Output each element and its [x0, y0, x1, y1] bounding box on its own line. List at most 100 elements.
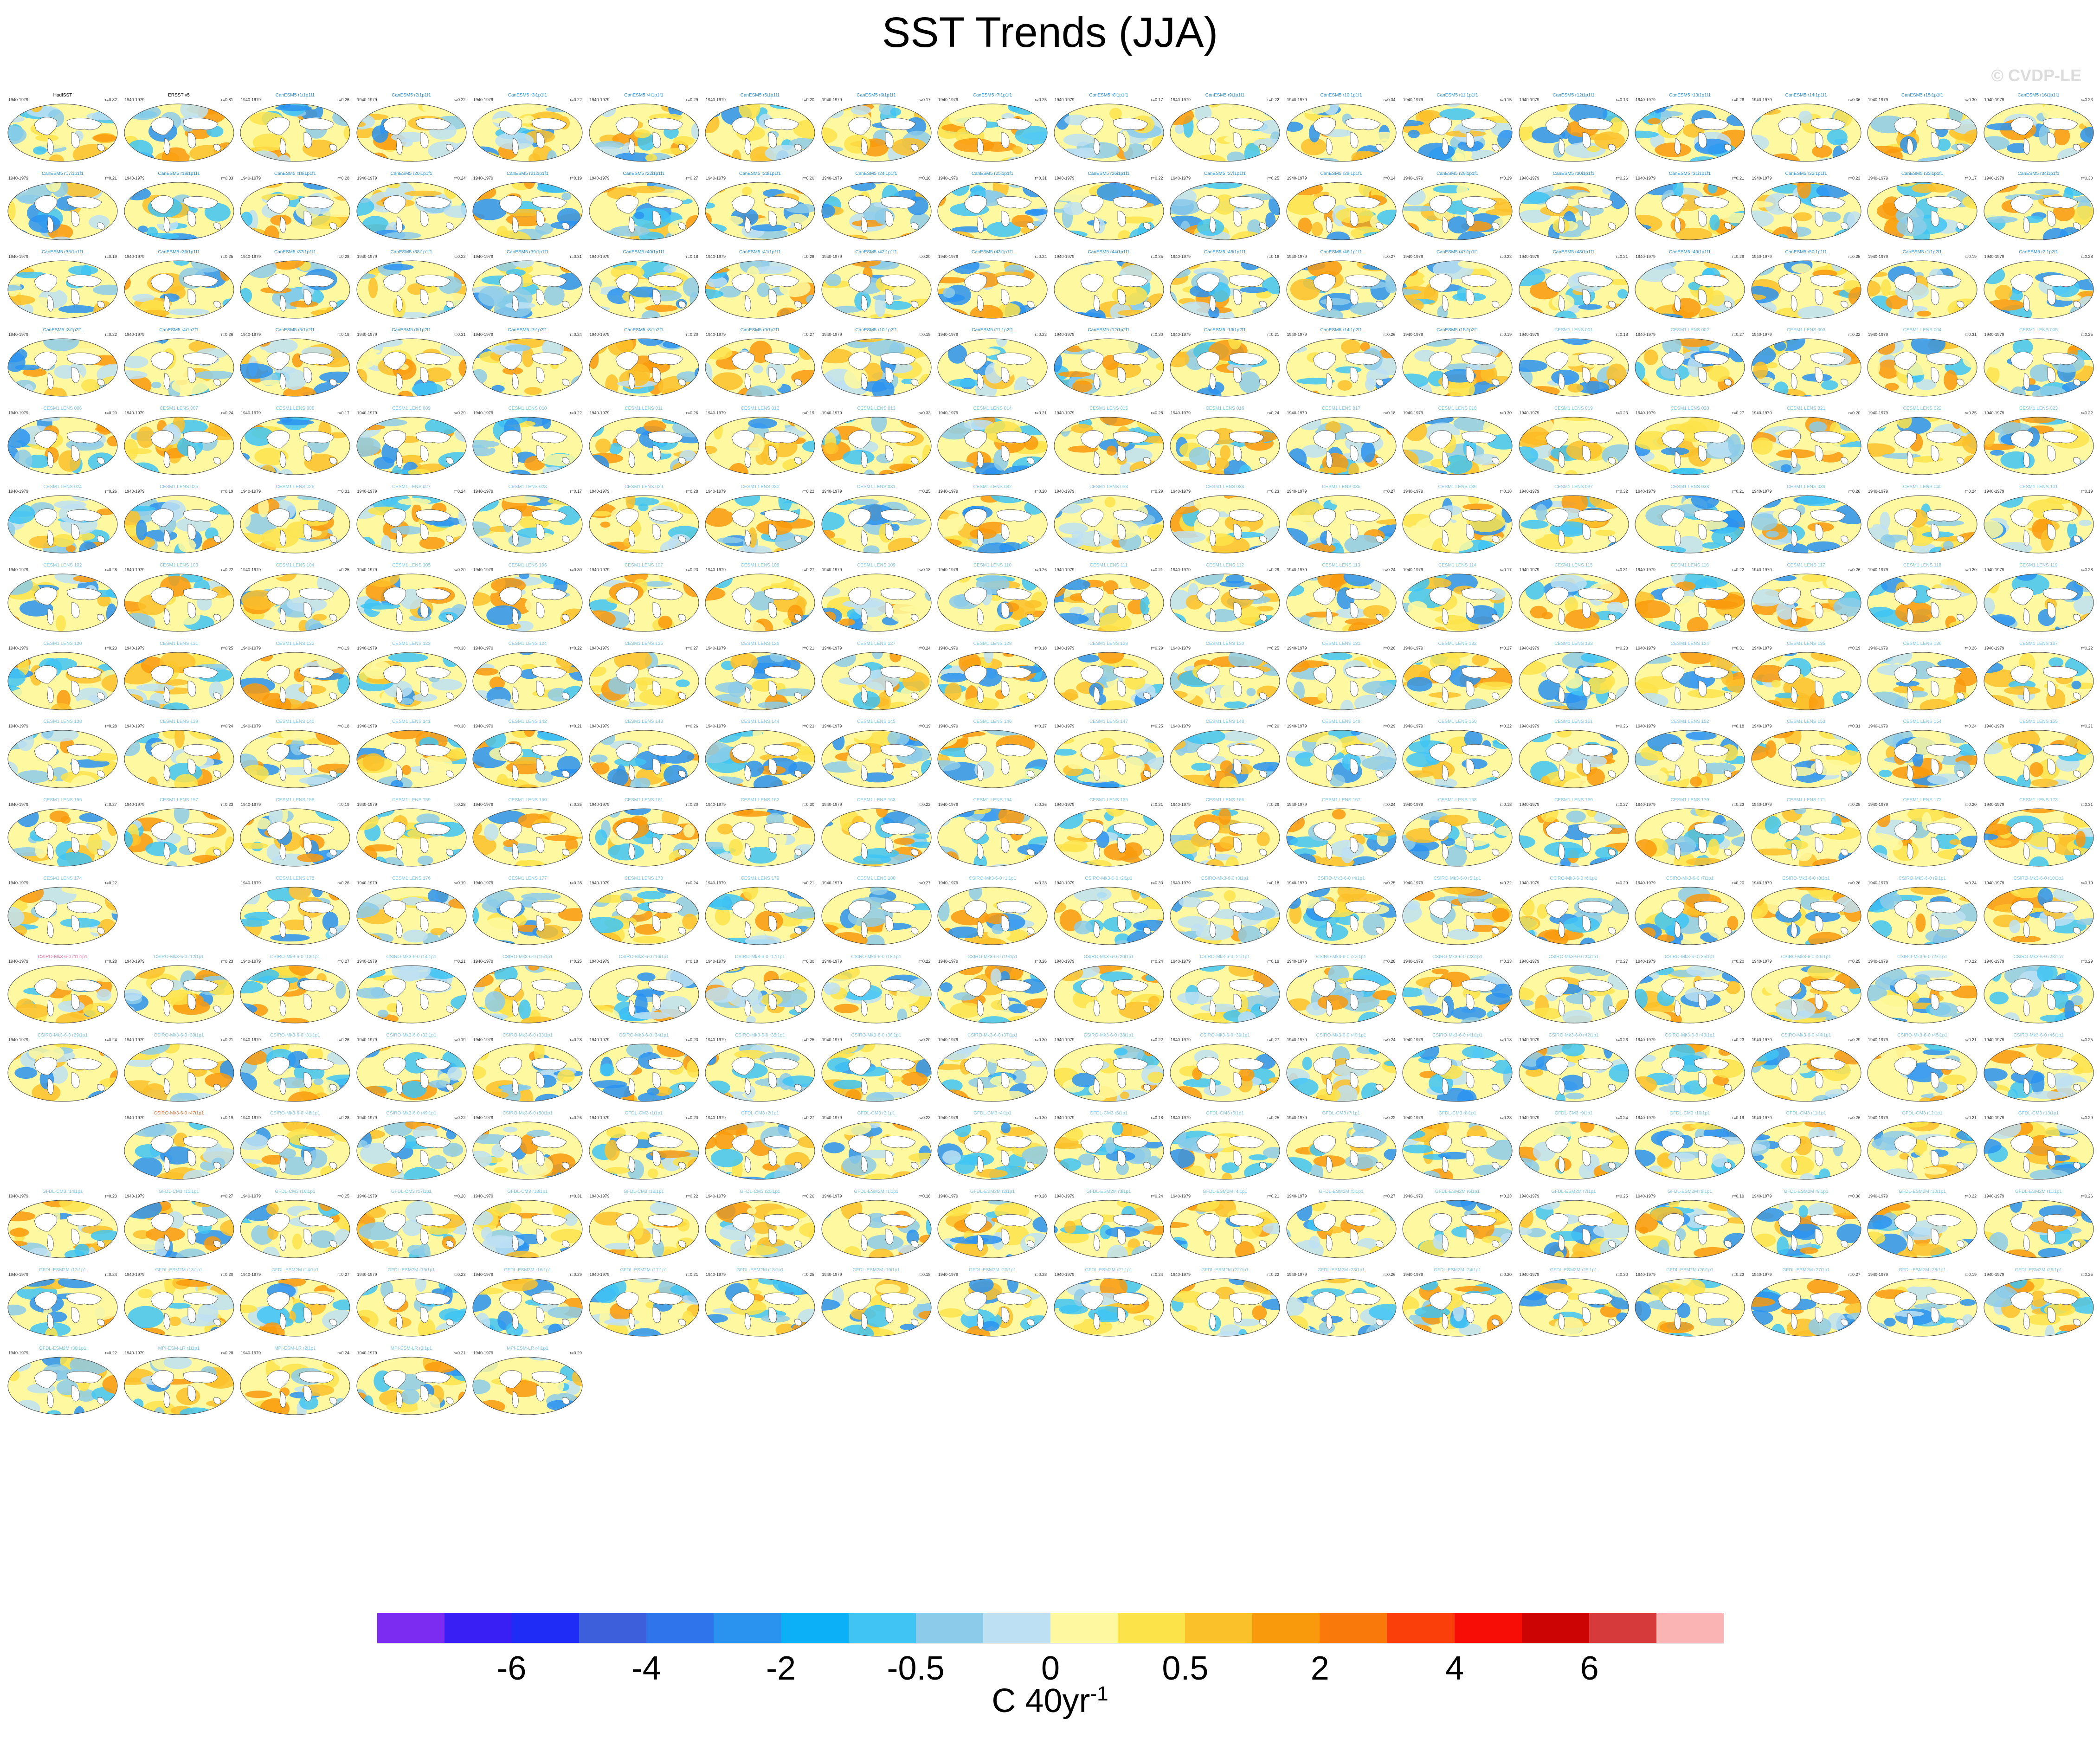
sst-anomaly-patch — [1362, 264, 1390, 270]
map-panel: CESM1 LENS 122 1940-1979 r=0.19 — [239, 641, 351, 715]
sst-anomaly-patch — [691, 123, 699, 139]
panel-correlation: r=0.21 — [105, 175, 117, 180]
sst-anomaly-patch — [1876, 339, 1895, 355]
map-panel: CanESM5 r42i1p1f1 1940-1979 r=0.20 — [820, 250, 933, 324]
sst-anomaly-patch — [51, 236, 72, 240]
continent-outline — [861, 138, 868, 155]
panel-correlation: r=0.20 — [686, 332, 698, 337]
panel-correlation: r=0.18 — [337, 724, 349, 729]
sst-anomaly-patch — [362, 500, 374, 507]
panel-years: 1940-1979 — [1984, 175, 2004, 180]
panel-years: 1940-1979 — [1636, 332, 1656, 337]
map-panel: CanESM5 r33i1p1f1 1940-1979 r=0.17 — [1866, 171, 1978, 245]
sst-anomaly-patch — [1609, 309, 1629, 318]
map-panel: CanESM5 r12i1p1f1 1940-1979 r=0.13 — [1518, 93, 1630, 167]
sst-anomaly-patch — [1520, 104, 1535, 114]
world-map — [1984, 417, 2094, 475]
panel-title: CanESM5 r18i1p1f1 — [158, 171, 200, 176]
panel-correlation: r=0.21 — [1732, 489, 1744, 494]
map-panel: CanESM5 r1i1p1f1 1940-1979 r=0.26 — [239, 93, 351, 167]
panel-correlation: r=0.24 — [453, 175, 466, 180]
panel-correlation: r=0.22 — [2081, 645, 2093, 650]
sst-anomaly-patch — [1811, 145, 1832, 158]
world-map — [937, 338, 1048, 397]
sst-anomaly-patch — [1054, 260, 1069, 264]
panel-years: 1940-1979 — [1636, 567, 1656, 572]
continent-outline — [648, 196, 683, 208]
panel-years: 1940-1979 — [706, 645, 726, 650]
map-panel: CanESM5 r17i1p1f1 1940-1979 r=0.21 — [6, 171, 119, 245]
sst-anomaly-patch — [2048, 657, 2063, 667]
sst-anomaly-patch — [836, 218, 849, 232]
sst-anomaly-patch — [942, 287, 955, 298]
panel-correlation: r=0.22 — [453, 97, 466, 102]
world-map — [1170, 417, 1280, 475]
sst-anomaly-patch — [662, 417, 686, 425]
sst-anomaly-patch — [1057, 152, 1071, 161]
continent-outline — [848, 117, 871, 135]
panel-correlation: r=0.19 — [1848, 645, 1861, 650]
panel-years: 1940-1979 — [1868, 411, 1888, 416]
map-panel: CanESM5 r40i1p1f1 1940-1979 r=0.18 — [588, 250, 700, 324]
sst-anomaly-patch — [1382, 701, 1396, 710]
panel-correlation: r=0.26 — [1616, 175, 1628, 180]
world-map — [240, 182, 350, 240]
panel-correlation: r=0.23 — [1500, 254, 1512, 259]
world-map — [7, 730, 118, 788]
sst-anomaly-patch — [168, 308, 209, 316]
sst-anomaly-patch — [1301, 138, 1327, 155]
map-border — [1402, 103, 1513, 162]
map-panel: CanESM5 r45i1p1f1 1940-1979 r=0.16 — [1169, 250, 1281, 324]
continent-outline — [383, 195, 406, 214]
map-panel: CanESM5 r20i1p1f1 1940-1979 r=0.24 — [355, 171, 468, 245]
panel-correlation: r=0.19 — [105, 254, 117, 259]
map-panel: CESM1 LENS 111 1940-1979 r=0.21 — [1053, 563, 1165, 637]
panel-years: 1940-1979 — [822, 97, 842, 102]
world-map — [124, 730, 234, 788]
sst-anomaly-patch — [706, 549, 729, 553]
sst-anomaly-patch — [1054, 311, 1078, 318]
panel-correlation: r=0.19 — [221, 489, 233, 494]
sst-anomaly-patch — [1519, 104, 1527, 109]
panel-correlation: r=0.19 — [570, 175, 582, 180]
continent-outline — [97, 144, 105, 151]
panel-correlation: r=0.27 — [1383, 489, 1396, 494]
world-map — [356, 338, 466, 397]
sst-anomaly-patch — [946, 513, 965, 532]
sst-anomaly-patch — [1635, 652, 1651, 663]
map-border — [937, 103, 1048, 162]
panel-years: 1940-1979 — [1054, 175, 1075, 180]
sst-anomaly-patch — [124, 706, 143, 710]
world-map — [1984, 103, 2094, 162]
sst-anomaly-patch — [1270, 260, 1280, 274]
panel-years: 1940-1979 — [1171, 332, 1191, 337]
world-map — [124, 182, 234, 240]
sst-anomaly-patch — [443, 205, 466, 218]
panel-years: 1940-1979 — [124, 567, 145, 572]
sst-anomaly-patch — [14, 573, 30, 582]
sst-anomaly-patch — [240, 229, 251, 240]
sst-anomaly-patch — [312, 613, 327, 621]
continent-outline — [652, 211, 661, 227]
panel-title: CanESM5 r13i1p1f1 — [1668, 93, 1711, 98]
sst-anomaly-patch — [1594, 131, 1625, 150]
map-panel: CanESM5 r50i1p1f1 1940-1979 r=0.25 — [1750, 250, 1862, 324]
map-panel: CESM1 LENS 016 1940-1979 r=0.24 — [1169, 406, 1281, 480]
panel-years: 1940-1979 — [1752, 567, 1772, 572]
sst-anomaly-patch — [947, 344, 967, 364]
world-map — [937, 260, 1048, 319]
sst-anomaly-patch — [775, 573, 798, 576]
panel-correlation: r=0.82 — [105, 97, 117, 102]
map-panel: CanESM5 r18i1p1f1 1940-1979 r=0.33 — [123, 171, 235, 245]
sst-anomaly-patch — [1035, 386, 1047, 397]
map-panel: CanESM5 r3i1p1f1 1940-1979 r=0.22 — [471, 93, 584, 167]
panel-correlation: r=0.20 — [105, 411, 117, 416]
map-panel: CESM1 LENS 035 1940-1979 r=0.27 — [1285, 484, 1398, 559]
panel-correlation: r=0.22 — [105, 332, 117, 337]
map-panel: CESM1 LENS 101 1940-1979 r=0.19 — [1983, 484, 2095, 559]
world-map — [1286, 260, 1396, 319]
world-map — [1054, 652, 1164, 710]
panel-years: 1940-1979 — [1984, 254, 2004, 259]
map-panel: ERSST v5 1940-1979 r=0.81 — [123, 93, 235, 167]
sst-anomaly-patch — [357, 622, 370, 631]
